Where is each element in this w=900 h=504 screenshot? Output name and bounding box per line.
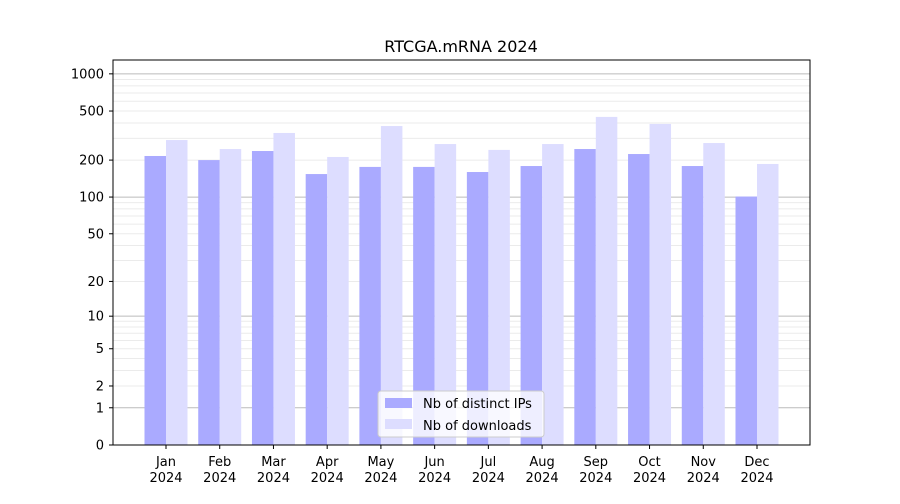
- y-tick-label: 500: [79, 105, 104, 120]
- bar-ips: [144, 155, 166, 446]
- bar-downloads: [757, 163, 779, 445]
- y-tick-label: 0: [96, 439, 104, 454]
- x-tick-label: Jun 2024: [418, 455, 451, 486]
- bar-ips: [359, 166, 381, 445]
- legend-label-downloads: Nb of downloads: [423, 419, 532, 434]
- bar-downloads: [219, 149, 242, 446]
- x-tick-label: Oct 2024: [633, 455, 666, 486]
- x-tick-label: Nov 2024: [687, 455, 720, 486]
- bar-downloads: [703, 143, 725, 445]
- bar-ips: [681, 166, 704, 445]
- legend-label-ips: Nb of distinct IPs: [423, 397, 532, 412]
- bar-downloads: [273, 132, 295, 446]
- bar-ips: [520, 166, 543, 445]
- x-tick-label: Apr 2024: [311, 455, 344, 486]
- legend-swatch-downloads: [385, 419, 412, 429]
- y-tick-label: 1000: [71, 67, 104, 82]
- y-axis: 0 1 2 5 10 20 50 100 200 500 1000: [71, 67, 113, 454]
- bar-ips: [251, 151, 274, 445]
- x-tick-label: Mar 2024: [257, 455, 290, 486]
- plot-frame: [112, 59, 811, 446]
- bar-downloads: [166, 140, 188, 445]
- x-tick-label: May 2024: [364, 455, 397, 486]
- x-tick-label: Jul 2024: [472, 455, 505, 486]
- bar-downloads: [380, 126, 403, 445]
- bar-ips: [305, 174, 328, 445]
- bars: [144, 116, 779, 446]
- bar-ips: [413, 166, 435, 445]
- bar-ips: [466, 172, 489, 446]
- x-tick-label: Feb 2024: [203, 455, 236, 486]
- y-tick-label: 20: [87, 275, 104, 290]
- bar-downloads: [434, 144, 457, 446]
- bar-downloads: [595, 116, 618, 446]
- legend: Nb of distinct IPs Nb of downloads: [377, 390, 545, 438]
- x-tick-label: Jan 2024: [149, 455, 182, 486]
- x-tick-label: Dec 2024: [740, 455, 773, 486]
- bar-downloads: [649, 123, 672, 445]
- y-tick-label: 10: [87, 310, 104, 325]
- bar-ips: [628, 154, 650, 445]
- legend-box: [377, 390, 545, 438]
- y-tick-label: 200: [79, 154, 104, 169]
- x-tick-label: Sep 2024: [579, 455, 612, 486]
- legend-swatch-ips: [385, 398, 412, 408]
- y-tick-label: 5: [96, 342, 104, 357]
- y-tick-label: 100: [79, 191, 104, 206]
- bar-ips: [574, 149, 596, 446]
- bar-downloads: [327, 156, 349, 446]
- bar-downloads: [488, 149, 510, 445]
- x-tick-label: Aug 2024: [526, 455, 559, 486]
- y-tick-label: 50: [87, 227, 104, 242]
- chart-title: RTCGA.mRNA 2024: [384, 37, 538, 56]
- bar-ips: [198, 160, 220, 445]
- bar-downloads: [542, 144, 564, 446]
- y-tick-label: 1: [96, 401, 104, 416]
- bar-ips: [735, 196, 757, 445]
- y-tick-label: 2: [96, 379, 104, 394]
- x-axis: Jan 2024 Feb 2024 Mar 2024 Apr 2024 May 2024 Jun 20…: [149, 445, 774, 486]
